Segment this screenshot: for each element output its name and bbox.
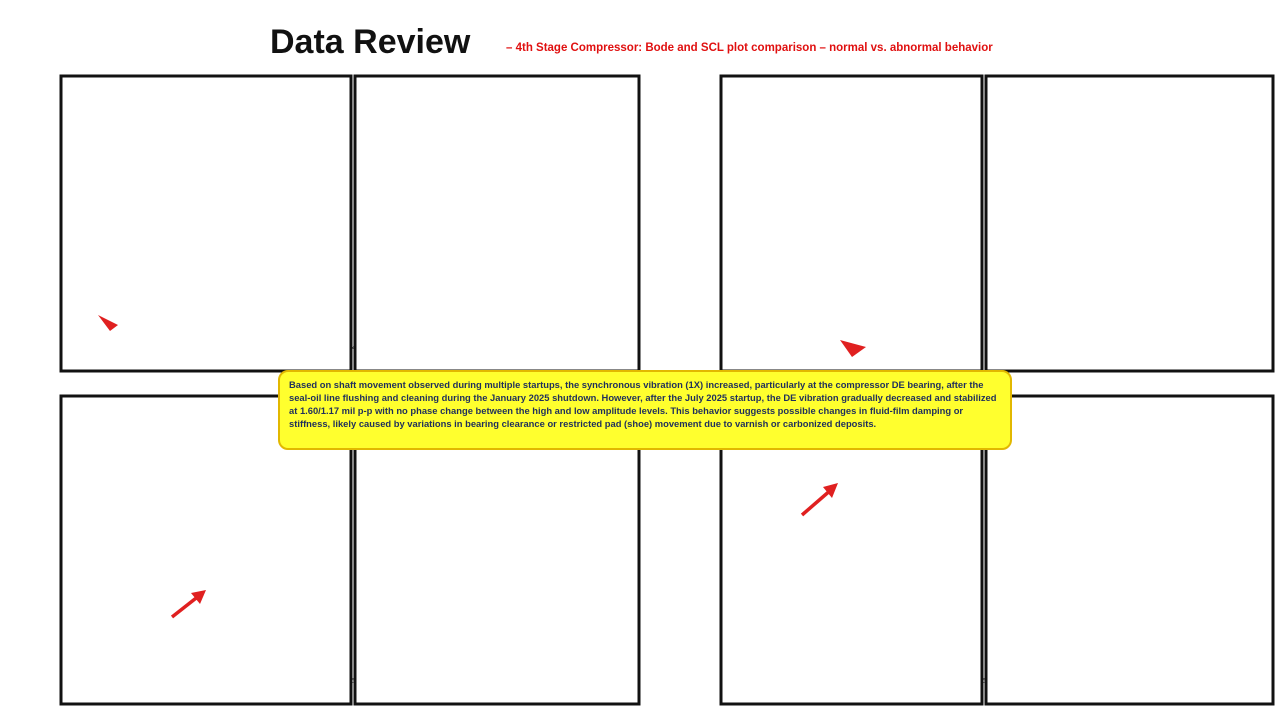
panel-frame [984, 394, 1275, 706]
arrow [800, 487, 834, 517]
callout: Based on shaft movement observed during … [278, 370, 1012, 450]
panel-frame [984, 74, 1275, 373]
panel-frame [59, 74, 353, 373]
polar-panel: 2342824026148369971210143916371768198420… [984, 394, 1275, 706]
title: Data Review [270, 23, 471, 61]
arrow [840, 340, 866, 357]
panel-frame [353, 74, 641, 373]
subtitle: – 4th Stage Compressor: Bode and SCL plo… [506, 42, 993, 54]
arrow [98, 315, 118, 331]
trend-panel: TIME : 2 Mins /div09OCT202416:3909OCT202… [59, 74, 356, 373]
polar-panel: 1391301962443603864545516938961187166721… [353, 74, 641, 373]
arrow [170, 593, 202, 619]
arrow-head [823, 483, 838, 498]
trend-panel: AMPLITUDE 0.2 mil pp/div6420GT-202 From … [719, 74, 984, 373]
panel-frame [719, 74, 984, 373]
arrow-head [191, 590, 206, 604]
polar-panel: 1391303474545446537568721004114913101534… [984, 74, 1275, 373]
